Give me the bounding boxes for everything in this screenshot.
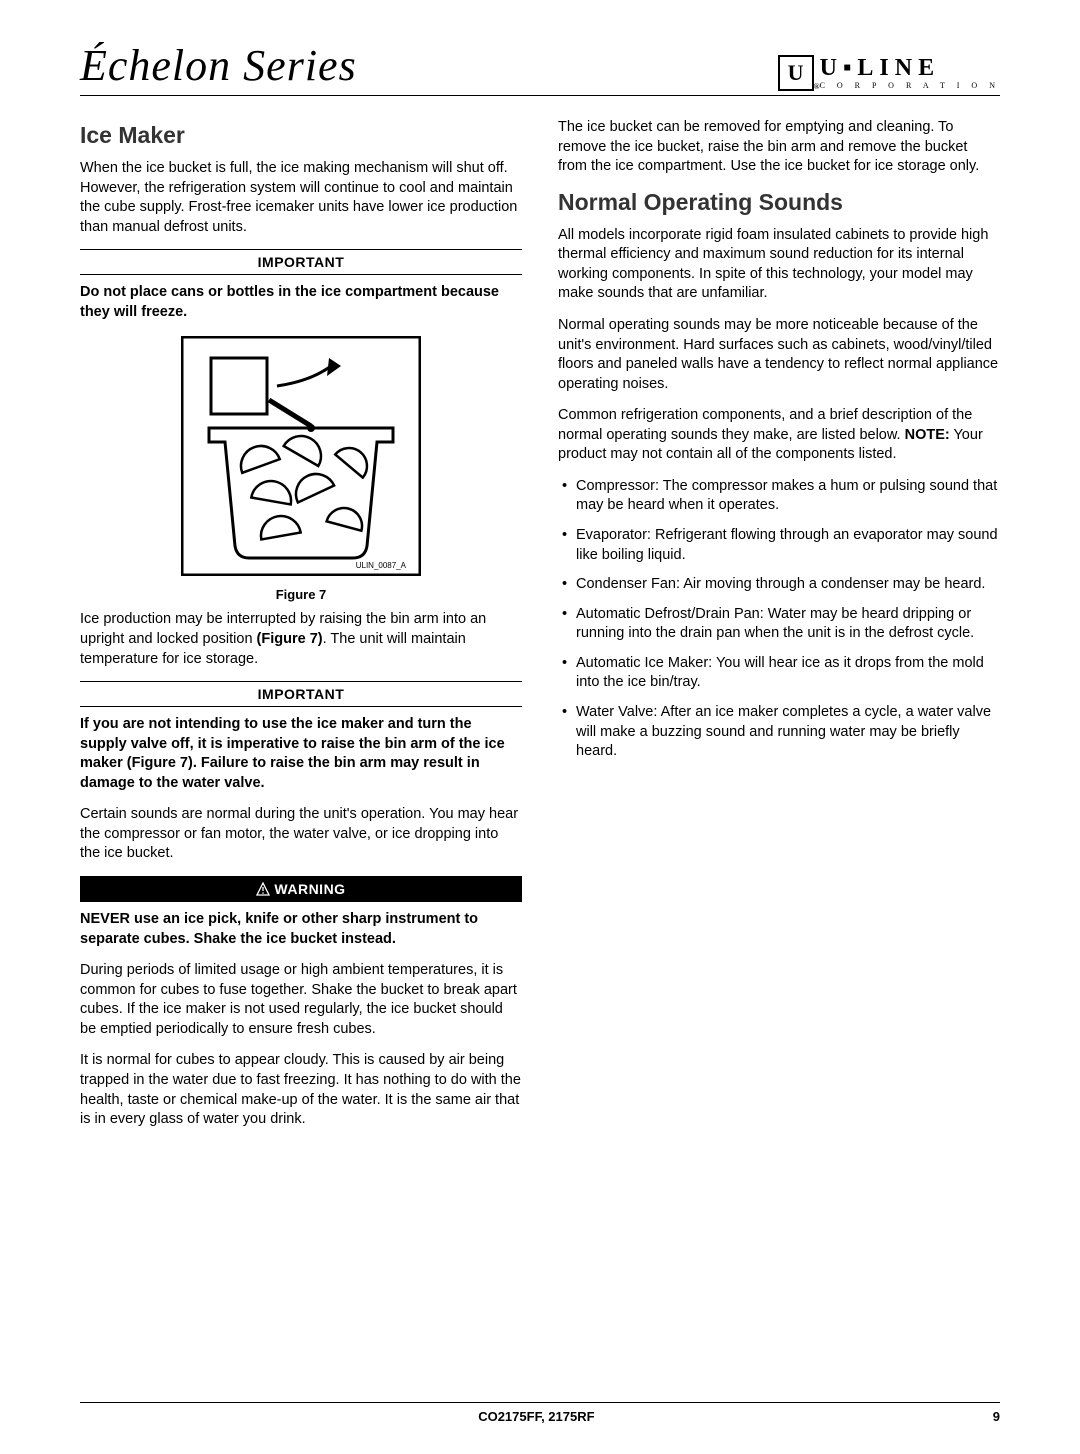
page-header: Échelon Series U ® U▪LINE C O R P O R A … xyxy=(80,40,1000,96)
list-item: Evaporator: Refrigerant flowing through … xyxy=(558,526,1000,565)
footer-page-number: 9 xyxy=(993,1409,1000,1424)
body-text: When the ice bucket is full, the ice mak… xyxy=(80,159,522,237)
figure-7: ULIN_0087_A Figure 7 xyxy=(80,336,522,602)
important-label: IMPORTANT xyxy=(80,681,522,707)
page-footer: CO2175FF, 2175RF 9 xyxy=(80,1402,1000,1424)
list-item: Compressor: The compressor makes a hum o… xyxy=(558,477,1000,516)
brand-subtitle: C O R P O R A T I O N xyxy=(820,82,1000,90)
body-text: Ice production may be interrupted by rai… xyxy=(80,610,522,669)
left-column: Ice Maker When the ice bucket is full, t… xyxy=(80,118,522,1142)
sounds-list: Compressor: The compressor makes a hum o… xyxy=(558,477,1000,762)
body-text: Certain sounds are normal during the uni… xyxy=(80,805,522,864)
important-text: Do not place cans or bottles in the ice … xyxy=(80,283,522,322)
heading-operating-sounds: Normal Operating Sounds xyxy=(558,189,1000,216)
list-item: Automatic Defrost/Drain Pan: Water may b… xyxy=(558,605,1000,644)
body-text: All models incorporate rigid foam insula… xyxy=(558,226,1000,304)
content-columns: Ice Maker When the ice bucket is full, t… xyxy=(80,118,1000,1142)
figure-caption: Figure 7 xyxy=(80,587,522,602)
body-text: Common refrigeration components, and a b… xyxy=(558,406,1000,465)
heading-ice-maker: Ice Maker xyxy=(80,122,522,149)
warning-label: WARNING xyxy=(80,876,522,902)
brand-logo: U ® U▪LINE C O R P O R A T I O N xyxy=(778,55,1000,91)
list-item: Water Valve: After an ice maker complete… xyxy=(558,703,1000,762)
logo-icon: U ® xyxy=(778,55,814,91)
list-item: Condenser Fan: Air moving through a cond… xyxy=(558,575,1000,595)
warning-text: NEVER use an ice pick, knife or other sh… xyxy=(80,910,522,949)
warning-triangle-icon xyxy=(256,882,270,896)
right-column: The ice bucket can be removed for emptyi… xyxy=(558,118,1000,1142)
brand-name: U▪LINE xyxy=(820,56,1000,80)
ice-bucket-diagram-icon: ULIN_0087_A xyxy=(181,336,421,576)
footer-model: CO2175FF, 2175RF xyxy=(478,1409,594,1424)
body-text: The ice bucket can be removed for emptyi… xyxy=(558,118,1000,177)
body-text: During periods of limited usage or high … xyxy=(80,961,522,1039)
series-title: Échelon Series xyxy=(80,40,357,91)
svg-text:ULIN_0087_A: ULIN_0087_A xyxy=(356,561,407,570)
important-text: If you are not intending to use the ice … xyxy=(80,715,522,793)
important-label: IMPORTANT xyxy=(80,249,522,275)
body-text: It is normal for cubes to appear cloudy.… xyxy=(80,1051,522,1129)
list-item: Automatic Ice Maker: You will hear ice a… xyxy=(558,654,1000,693)
body-text: Normal operating sounds may be more noti… xyxy=(558,316,1000,394)
